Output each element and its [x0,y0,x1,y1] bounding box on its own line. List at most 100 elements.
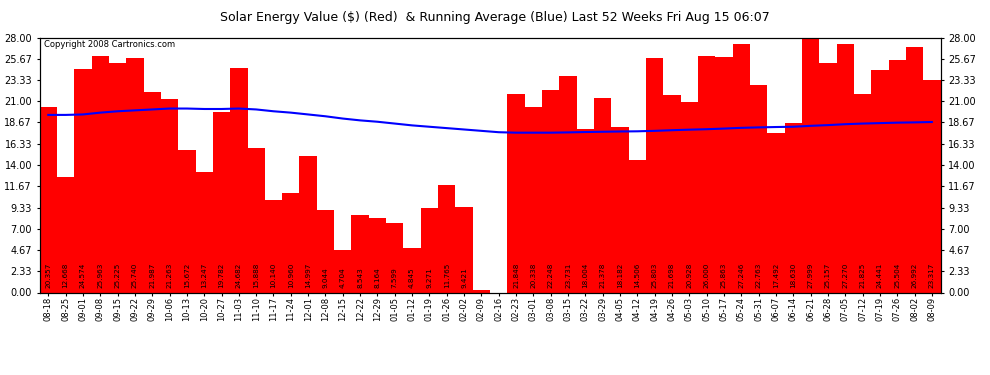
Text: 18.004: 18.004 [582,262,588,288]
Text: 15.888: 15.888 [253,262,259,288]
Bar [282,193,300,292]
Bar [127,58,144,292]
Bar [663,95,681,292]
Bar [386,223,404,292]
Text: 24.574: 24.574 [80,262,86,288]
Text: 10.140: 10.140 [270,262,276,288]
Text: 27.999: 27.999 [808,262,814,288]
Bar [681,102,698,292]
Text: 19.782: 19.782 [219,262,225,288]
Bar [629,160,646,292]
Bar [716,57,733,292]
Bar [525,107,543,292]
Text: 4.845: 4.845 [409,267,415,288]
Bar [733,44,750,292]
Text: 24.682: 24.682 [236,262,242,288]
Bar [439,185,455,292]
Bar [335,250,351,292]
Bar [612,127,629,292]
Text: 7.599: 7.599 [392,267,398,288]
Text: 21.987: 21.987 [149,262,155,288]
Text: 9.421: 9.421 [461,267,467,288]
Text: 22.763: 22.763 [755,262,761,288]
Text: 27.270: 27.270 [842,262,848,288]
Bar [317,210,335,292]
Text: 11.765: 11.765 [444,262,449,288]
Text: 14.997: 14.997 [305,262,311,288]
Bar [577,129,594,292]
Text: 25.157: 25.157 [825,262,831,288]
Text: Solar Energy Value ($) (Red)  & Running Average (Blue) Last 52 Weeks Fri Aug 15 : Solar Energy Value ($) (Red) & Running A… [220,11,770,24]
Text: Copyright 2008 Cartronics.com: Copyright 2008 Cartronics.com [45,40,175,49]
Text: 8.543: 8.543 [357,267,363,288]
Text: 26.000: 26.000 [704,262,710,288]
Text: 24.441: 24.441 [877,262,883,288]
Text: 25.963: 25.963 [97,262,103,288]
Bar [854,94,871,292]
Bar [543,90,559,292]
Text: 9.271: 9.271 [427,267,433,288]
Bar [40,107,57,292]
Bar [248,148,265,292]
Text: 20.338: 20.338 [531,262,537,288]
Bar [213,112,231,292]
Text: 18.630: 18.630 [790,262,796,288]
Bar [698,56,716,292]
Text: 21.378: 21.378 [600,262,606,288]
Bar [144,92,161,292]
Bar [802,38,820,292]
Text: 18.182: 18.182 [617,262,623,288]
Text: 21.848: 21.848 [513,262,519,288]
Bar [421,208,439,292]
Text: 25.863: 25.863 [721,262,727,288]
Bar [351,215,369,292]
Text: 26.992: 26.992 [912,262,918,288]
Text: 20.928: 20.928 [686,262,692,288]
Text: 25.225: 25.225 [115,262,121,288]
Text: 8.164: 8.164 [374,267,380,288]
Bar [300,156,317,292]
Text: 13.247: 13.247 [201,262,207,288]
Bar [57,177,74,292]
Text: 9.044: 9.044 [323,267,329,288]
Text: 25.740: 25.740 [132,262,138,288]
Bar [820,63,837,292]
Bar [646,57,663,292]
Text: 25.504: 25.504 [894,262,900,288]
Text: 22.248: 22.248 [547,262,553,288]
Bar [871,70,889,292]
Bar [455,207,473,292]
Bar [404,248,421,292]
Text: 23.731: 23.731 [565,262,571,288]
Bar [161,99,178,292]
Text: 4.704: 4.704 [340,267,346,288]
Text: 14.506: 14.506 [635,262,641,288]
Text: 12.668: 12.668 [62,262,68,288]
Bar [369,218,386,292]
Text: 15.672: 15.672 [184,262,190,288]
Bar [74,69,92,292]
Bar [178,150,196,292]
Bar [767,133,785,292]
Bar [785,123,802,292]
Bar [906,46,924,292]
Bar [889,60,906,292]
Bar [196,172,213,292]
Text: 21.825: 21.825 [859,262,865,288]
Bar [508,93,525,292]
Bar [750,85,767,292]
Text: 23.317: 23.317 [929,262,935,288]
Text: 21.698: 21.698 [669,262,675,288]
Bar [559,76,577,292]
Bar [594,98,612,292]
Bar [924,80,940,292]
Text: 17.492: 17.492 [773,262,779,288]
Bar [837,44,854,292]
Bar [92,56,109,292]
Text: 20.357: 20.357 [46,262,51,288]
Text: 27.246: 27.246 [739,262,744,288]
Bar [109,63,127,292]
Bar [231,68,248,292]
Bar [265,200,282,292]
Bar [473,290,490,292]
